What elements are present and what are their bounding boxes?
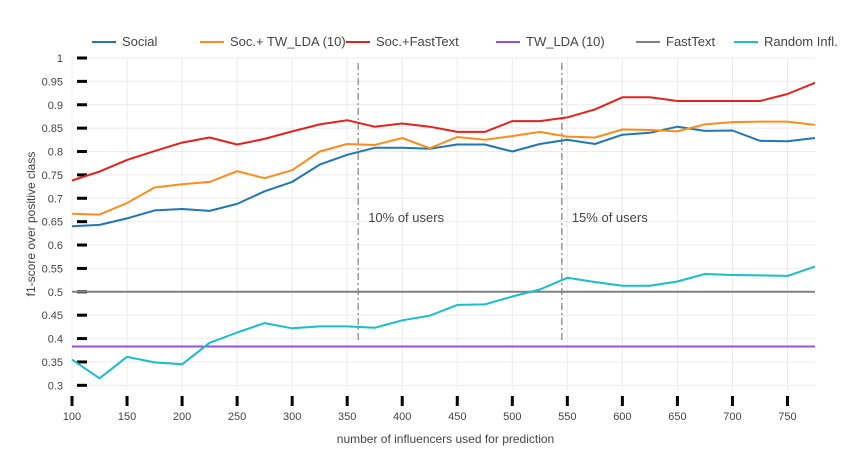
x-tick-label: 450	[448, 411, 466, 423]
x-tick-label: 500	[503, 411, 521, 423]
legend-swatch	[636, 40, 660, 43]
x-tick-label: 300	[283, 411, 301, 423]
y-tick-label: 0.4	[48, 334, 63, 346]
legend-item[interactable]: Random Infl.	[734, 34, 838, 49]
legend-item[interactable]: Soc.+ TW_LDA (10)	[200, 34, 346, 49]
y-tick-label: 0.45	[42, 310, 63, 322]
x-tick-label: 250	[228, 411, 246, 423]
legend: Social Soc.+ TW_LDA (10) Soc.+FastText TW_L…	[0, 34, 848, 54]
y-tick-label: 0.3	[48, 380, 63, 392]
series-line-soc-fasttext	[71, 81, 816, 182]
y-tick-label: 1	[57, 53, 63, 65]
x-tick-label: 700	[723, 411, 741, 423]
x-tick-label: 750	[778, 411, 796, 423]
legend-swatch	[92, 40, 116, 43]
y-tick-label: 0.35	[42, 357, 63, 369]
annotation-label: 10% of users	[368, 210, 444, 225]
y-tick-label: 0.8	[48, 147, 63, 159]
x-tick-label: 350	[338, 411, 356, 423]
legend-swatch	[200, 40, 224, 43]
x-tick-label: 200	[173, 411, 191, 423]
legend-swatch	[346, 40, 370, 43]
y-tick-label: 0.85	[42, 123, 63, 135]
legend-item[interactable]: TW_LDA (10)	[496, 34, 605, 49]
y-tick-label: 0.75	[42, 170, 63, 182]
legend-label: Social	[122, 34, 158, 49]
legend-item[interactable]: Social	[92, 34, 157, 49]
y-tick-label: 0.55	[42, 263, 63, 275]
x-tick-label: 550	[558, 411, 576, 423]
x-tick-label: 400	[393, 411, 411, 423]
y-axis-title: f1-score over positive class	[24, 152, 38, 297]
legend-label: TW_LDA (10)	[526, 34, 605, 49]
legend-label: Soc.+ TW_LDA (10)	[230, 34, 346, 49]
series-line-random-infl	[71, 265, 816, 380]
x-tick-label: 650	[668, 411, 686, 423]
x-tick-label: 100	[63, 411, 81, 423]
legend-label: FastText	[666, 34, 716, 49]
y-tick-label: 0.95	[42, 76, 63, 88]
x-axis-title: number of influencers used for predictio…	[337, 432, 554, 446]
y-tick-label: 0.7	[48, 193, 63, 205]
y-tick-label: 0.65	[42, 217, 63, 229]
legend-swatch	[496, 40, 520, 43]
legend-label: Random Infl.	[764, 34, 838, 49]
x-tick-label: 150	[118, 411, 136, 423]
y-tick-label: 0.5	[48, 287, 63, 299]
y-tick-label: 0.9	[48, 100, 63, 112]
y-tick-label: 0.6	[48, 240, 63, 252]
annotation-label: 15% of users	[572, 210, 648, 225]
legend-swatch	[734, 40, 758, 43]
x-tick-label: 600	[613, 411, 631, 423]
legend-item[interactable]: Soc.+FastText	[346, 34, 459, 49]
series-line-soc-tw-lda-10	[71, 120, 816, 216]
legend-item[interactable]: FastText	[636, 34, 715, 49]
legend-label: Soc.+FastText	[376, 34, 459, 49]
